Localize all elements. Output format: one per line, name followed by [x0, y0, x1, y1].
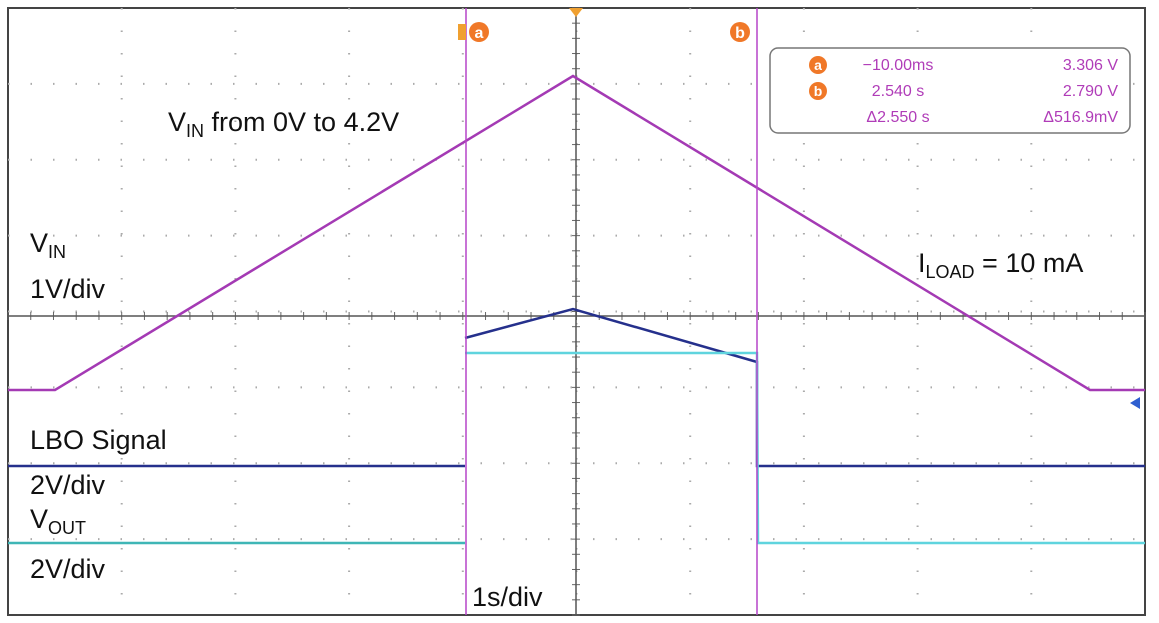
readout: a −10.00ms 3.306 V b 2.540 s 2.790 V Δ2.550 s Δ… — [809, 56, 1118, 126]
readout-time: 2.540 s — [872, 83, 924, 100]
readout-value: Δ516.9mV — [1043, 109, 1118, 126]
readout-box — [769, 47, 1131, 134]
cursor-b-icon — [730, 22, 750, 42]
readout-marker: a — [814, 57, 822, 73]
cursor-b-label: b — [735, 25, 745, 42]
readout-time: Δ2.550 s — [866, 109, 929, 126]
readout-marker: b — [814, 83, 823, 99]
vin-sweep-label: VIN from 0V to 4.2V — [168, 107, 399, 141]
ground-marker — [1130, 397, 1140, 409]
readout-value: 2.790 V — [1063, 83, 1118, 100]
trigger-marker — [569, 8, 583, 17]
readout-icon — [809, 56, 827, 74]
time-scale: 1s/div — [472, 582, 543, 612]
vout-scale: 2V/div — [30, 554, 106, 584]
lbo-scale: 2V/div — [30, 470, 106, 500]
readout-icon — [809, 82, 827, 100]
cursor-a-icon — [469, 22, 489, 42]
cursor-a-label: a — [475, 25, 484, 42]
lbo-label: LBO Signal — [30, 425, 167, 455]
cursor-flag — [458, 24, 466, 40]
readout-time: −10.00ms — [863, 57, 934, 74]
vin-label: VIN — [30, 228, 66, 262]
vin-trace — [8, 74, 1145, 392]
iload-label: ILOAD = 10 mA — [918, 248, 1083, 282]
vin-scale: 1V/div — [30, 274, 106, 304]
vout-label: VOUT — [30, 504, 86, 538]
readout-value: 3.306 V — [1063, 57, 1118, 74]
